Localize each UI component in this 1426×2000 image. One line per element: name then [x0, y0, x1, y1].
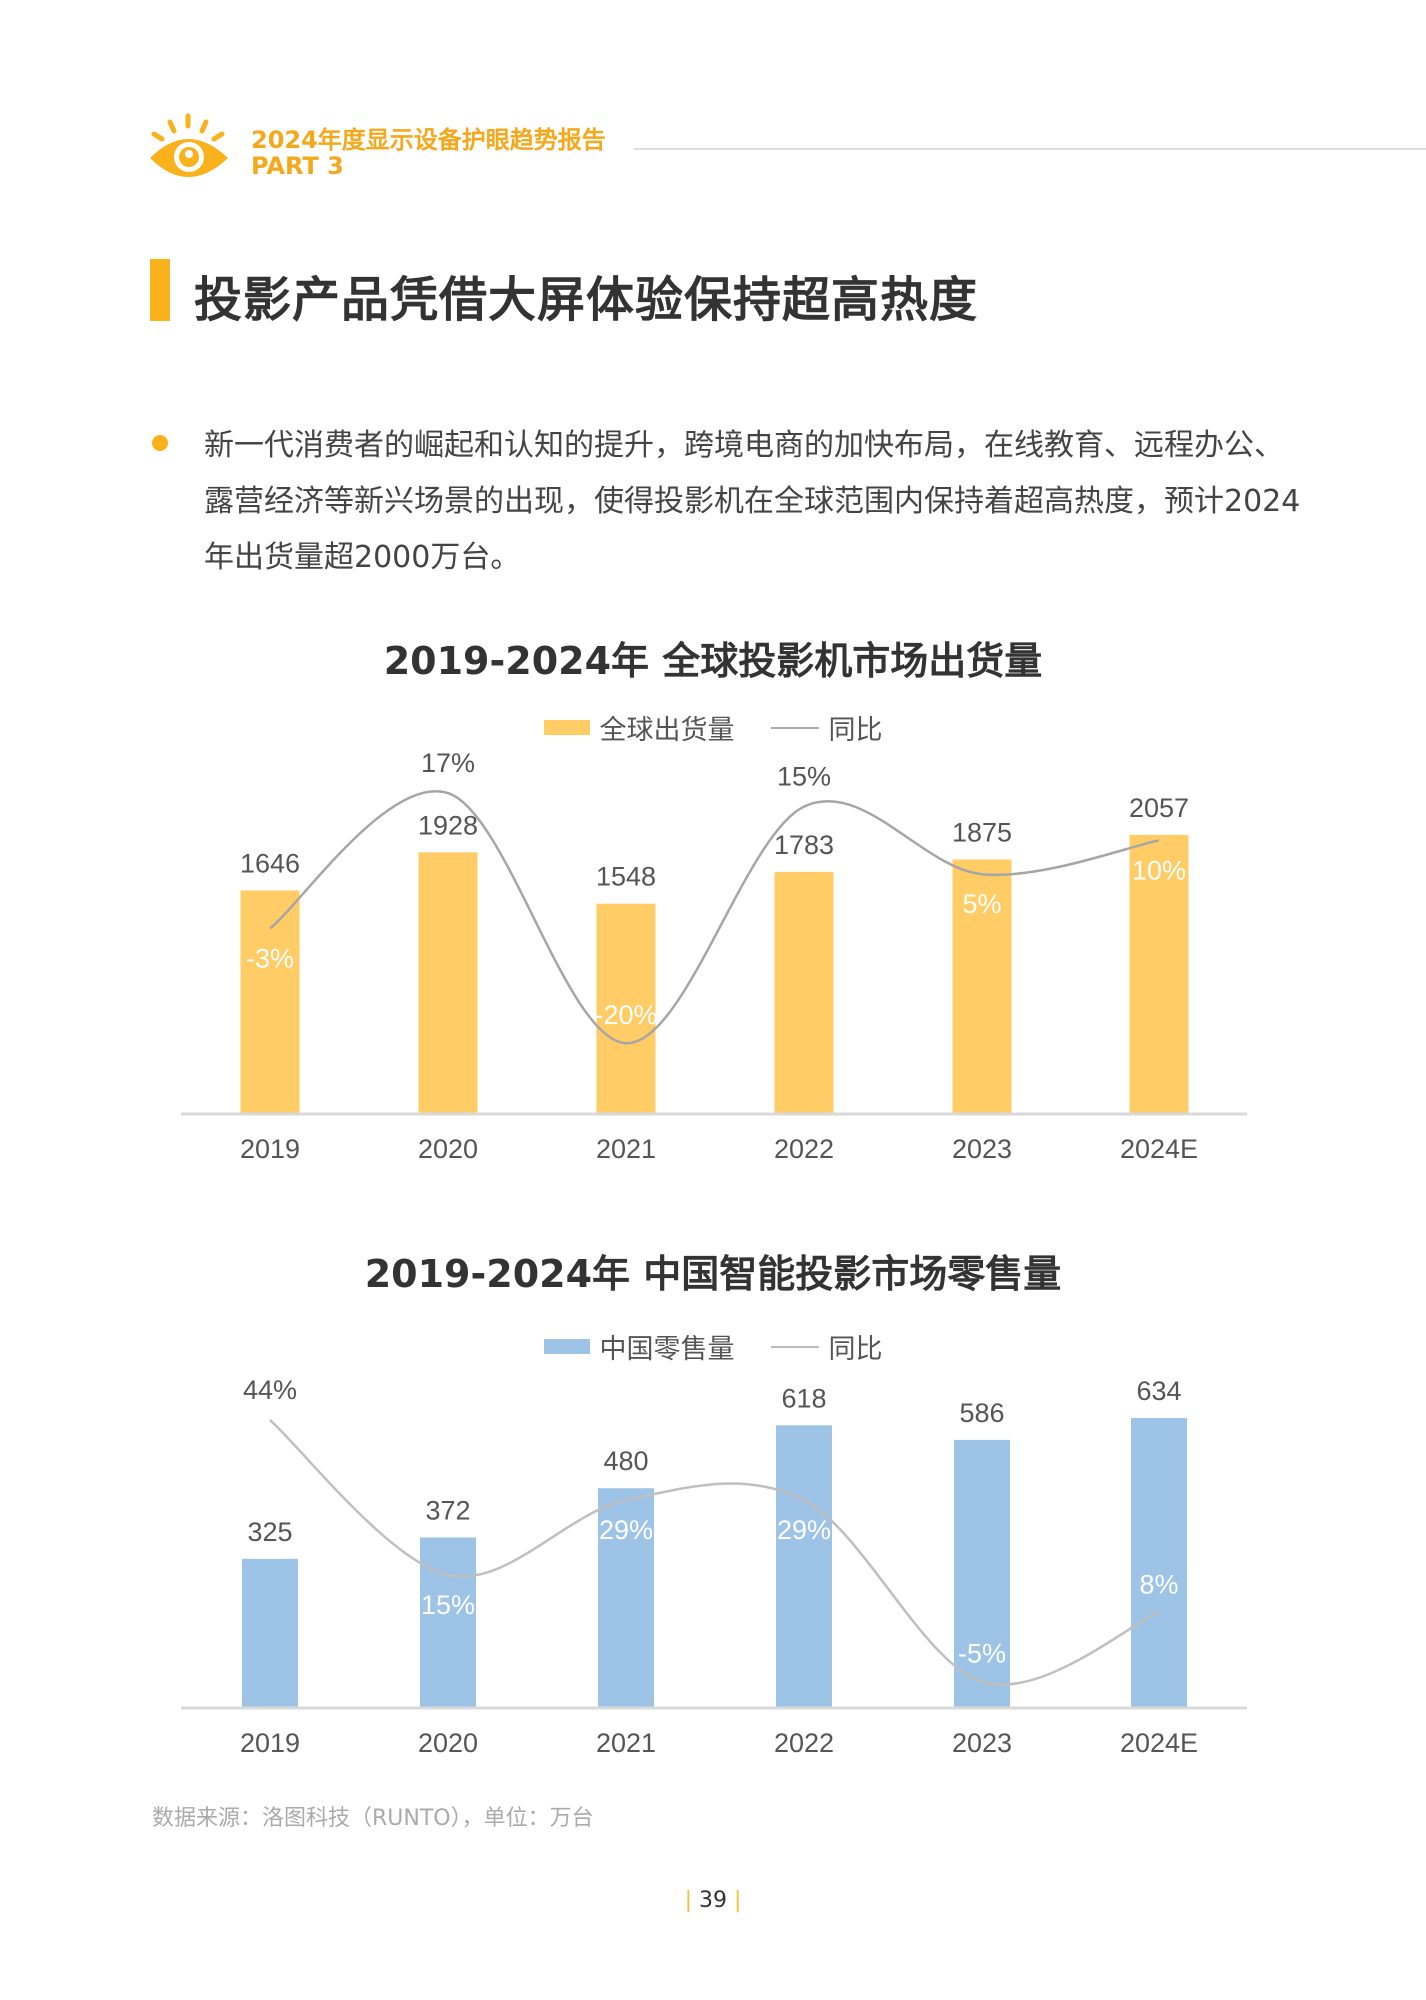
bar-2019 [242, 1558, 298, 1707]
bar-value-label: 1783 [774, 830, 834, 860]
yoy-label: 29% [599, 1515, 653, 1545]
yoy-label: -3% [246, 943, 294, 973]
bar-2024E [1131, 1418, 1187, 1707]
x-tick-label: 2020 [418, 1728, 478, 1758]
part-label: PART 3 [251, 152, 344, 180]
legend-label-bar: 全球出货量 [599, 715, 735, 746]
x-tick-label: 2023 [952, 1728, 1012, 1758]
bar-2023 [954, 1439, 1010, 1707]
legend-swatch-bar [543, 1339, 590, 1354]
chart2-legend: 中国零售量 同比 [0, 1327, 1426, 1366]
bar-2024E [1129, 834, 1189, 1113]
bar-2023 [952, 859, 1012, 1113]
yoy-line [269, 789, 1160, 1045]
bar-2020 [418, 852, 478, 1113]
bar-value-label: 618 [781, 1383, 826, 1413]
report-title: 2024年度显示设备护眼趋势报告 [251, 126, 606, 154]
legend-label-line: 同比 [828, 715, 883, 746]
chart1-title: 2019-2024年 全球投影机市场出货量 [383, 639, 1043, 683]
chart1-legend: 全球出货量 同比 [0, 708, 1426, 747]
x-tick-label: 2022 [774, 1728, 834, 1758]
page-number-value: 39 [699, 1888, 727, 1913]
yoy-label: 44% [243, 1375, 297, 1405]
eye-icon [150, 113, 228, 177]
yoy-label: 15% [421, 1590, 475, 1620]
yoy-label: 17% [421, 748, 475, 778]
bar-value-label: 1928 [418, 810, 478, 840]
yoy-label: 15% [777, 762, 831, 792]
yoy-label: 10% [1132, 855, 1186, 885]
page-number: | 39 | [684, 1888, 742, 1913]
bar-2019 [240, 890, 300, 1113]
yoy-label: -5% [958, 1639, 1006, 1669]
x-tick-label: 2024E [1120, 1728, 1198, 1758]
bar-2021 [596, 903, 656, 1113]
x-tick-label: 2021 [596, 1134, 656, 1164]
legend-swatch-bar [543, 720, 590, 735]
bar-2021 [598, 1488, 654, 1707]
bar-2020 [420, 1537, 476, 1707]
bar-value-label: 2057 [1129, 793, 1189, 823]
bar-value-label: 1548 [596, 862, 656, 892]
bar-value-label: 1646 [240, 848, 300, 878]
chart2-title: 2019-2024年 中国智能投影市场零售量 [364, 1252, 1062, 1296]
legend-label-bar: 中国零售量 [599, 1334, 735, 1365]
x-tick-label: 2024E [1120, 1134, 1198, 1164]
bar-value-label: 480 [603, 1446, 648, 1476]
bar-value-label: 634 [1136, 1376, 1181, 1406]
yoy-label: 5% [962, 889, 1001, 919]
x-tick-label: 2022 [774, 1134, 834, 1164]
legend-swatch-line [770, 1345, 819, 1348]
source-note: 数据来源：洛图科技（RUNTO），单位：万台 [152, 1806, 594, 1831]
x-tick-label: 2019 [240, 1134, 300, 1164]
title-accent-bar [150, 259, 170, 321]
legend-label-line: 同比 [828, 1334, 883, 1365]
x-tick-label: 2020 [418, 1134, 478, 1164]
bullet-dot [152, 435, 168, 451]
bar-value-label: 325 [247, 1517, 292, 1547]
bar-value-label: 1875 [952, 818, 1012, 848]
legend-swatch-line [770, 726, 819, 729]
x-tick-label: 2021 [596, 1728, 656, 1758]
bar-value-label: 372 [425, 1495, 470, 1525]
bar-2022 [776, 1425, 832, 1707]
yoy-label: -20% [594, 1000, 657, 1030]
section-title: 投影产品凭借大屏体验保持超高热度 [194, 272, 979, 328]
bullet-text: 新一代消费者的崛起和认知的提升，跨境电商的加快布局，在线教育、远程办公、露营经济… [204, 428, 1301, 575]
header-divider [634, 148, 1426, 150]
yoy-label: 29% [777, 1515, 831, 1545]
x-tick-label: 2019 [240, 1728, 300, 1758]
yoy-label: 8% [1139, 1569, 1178, 1599]
bar-2022 [774, 871, 834, 1113]
bar-value-label: 586 [959, 1398, 1004, 1428]
x-tick-label: 2023 [952, 1134, 1012, 1164]
yoy-line [269, 1419, 1160, 1686]
